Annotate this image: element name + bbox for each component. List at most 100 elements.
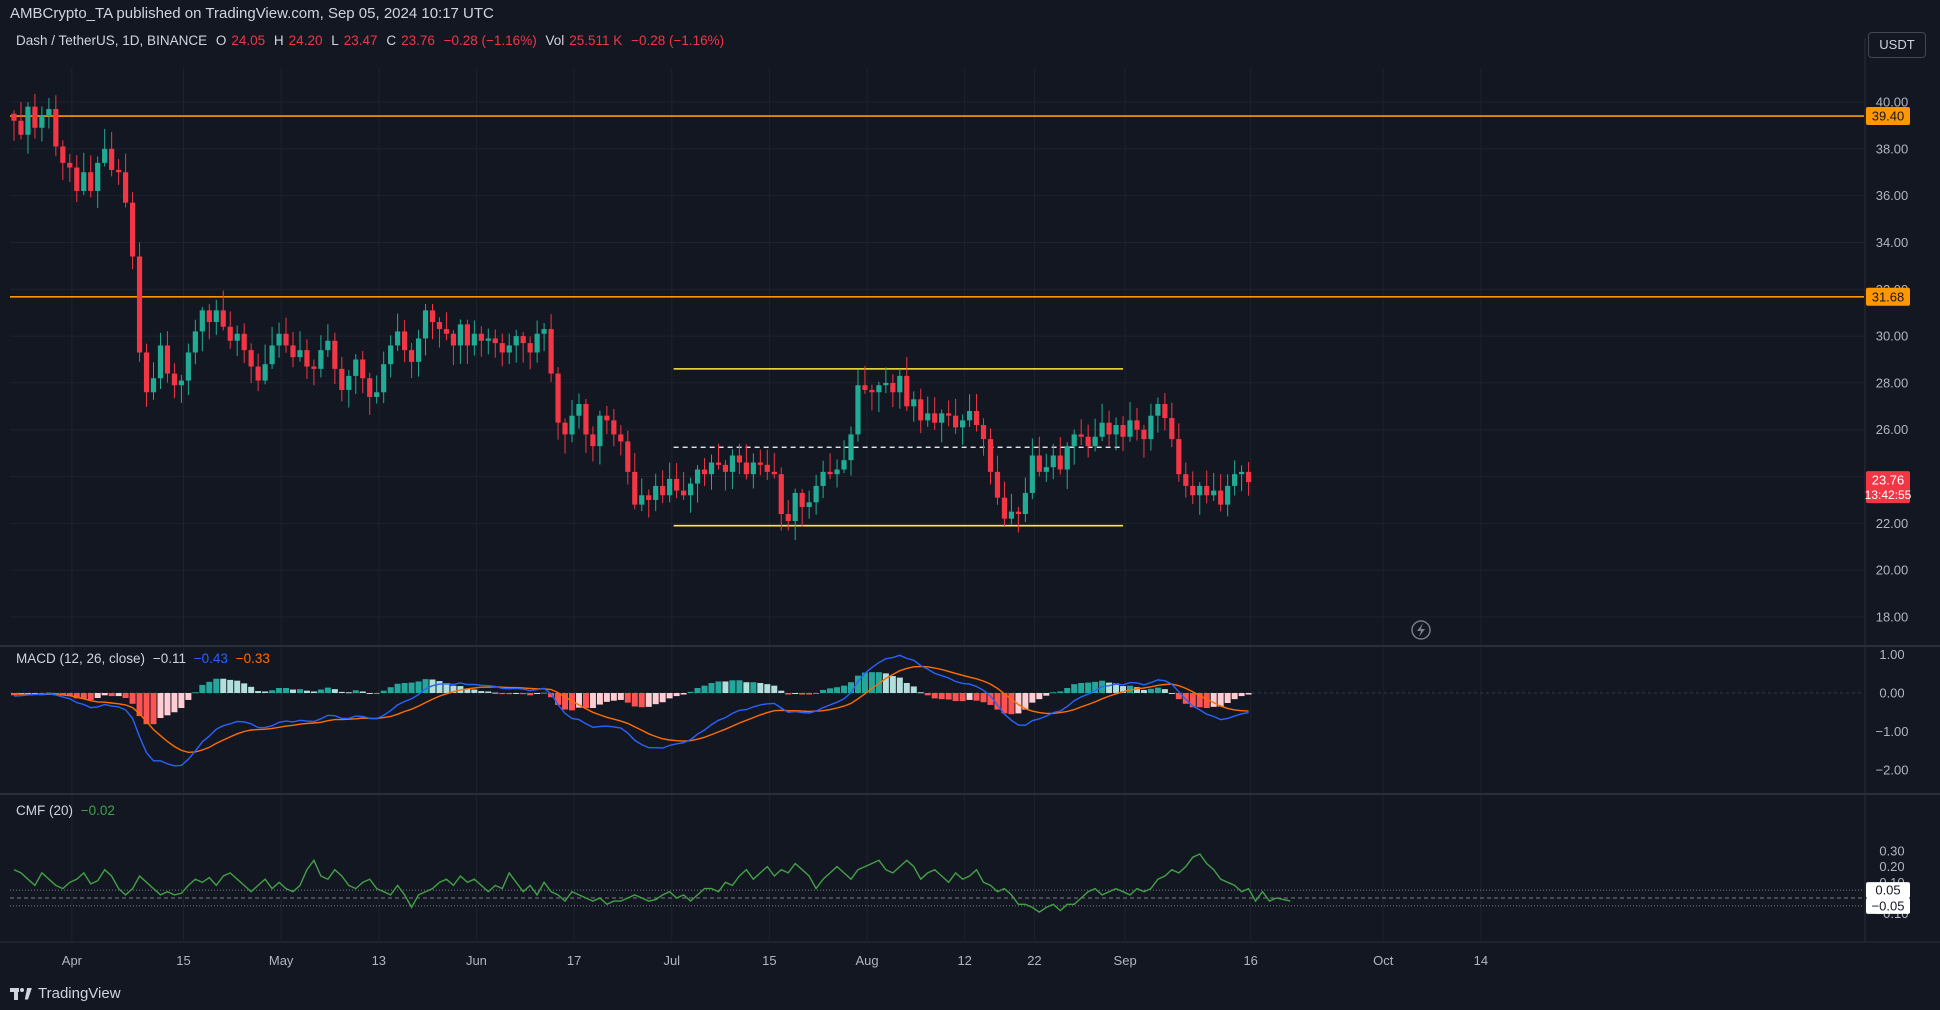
macd-histogram-bar [959,693,966,702]
macd-histogram-bar [262,691,269,693]
currency-button[interactable]: USDT [1868,32,1926,58]
candle-up [325,340,331,351]
macd-histogram-bar [485,691,492,693]
candle-up [381,364,387,393]
macd-histogram-bar [415,681,422,693]
candle-up [897,375,903,393]
candle-down [869,389,875,393]
candle-down [548,329,554,374]
time-tick-label: 15 [176,953,190,968]
open-value: 24.05 [231,33,266,48]
candle-down [736,455,742,463]
candle-up [806,502,812,507]
time-tick-label: Jul [663,953,680,968]
macd-name[interactable]: MACD (12, 26, close) [16,651,146,666]
price-badge [1866,287,1910,306]
candle-down [799,492,805,507]
macd-histogram-bar [924,693,931,696]
candle-up [925,413,931,421]
candle-down [1141,429,1147,440]
cmf-name[interactable]: CMF (20) [16,803,73,818]
macd-histogram-bar [624,693,631,703]
candle-down [227,326,233,341]
candle-up [1071,434,1077,447]
macd-histogram-bar [38,693,45,694]
high-value: 24.20 [288,33,323,48]
time-tick-label: Jun [466,953,487,968]
candle-up [653,485,659,500]
candle-down [778,474,784,514]
candle-down [953,415,959,428]
candle-up [667,478,673,496]
macd-line-value: −0.43 [193,651,228,666]
macd-histogram-bar [603,693,610,702]
macd-histogram-bar [387,687,394,693]
candle-up [1022,492,1028,514]
macd-histogram-bar [596,693,603,705]
candle-up [1232,474,1238,486]
candle-up [269,345,275,365]
candle-up [1092,436,1098,447]
candle-down [1176,439,1182,475]
candle-down [1162,403,1168,419]
macd-histogram-bar [66,693,73,697]
macd-histogram-bar [115,693,122,697]
macd-histogram-bar [680,693,687,695]
macd-histogram-bar [652,693,659,705]
macd-histogram-bar [310,691,317,693]
price-badge-label: 31.68 [1872,289,1905,304]
candle-up [1148,415,1154,440]
volume-change: −0.28 (−1.16%) [631,33,725,48]
candle-up [813,485,819,503]
candle-down [402,331,408,351]
candle-up [966,411,973,421]
candle-down [311,366,317,369]
macd-legend: MACD (12, 26, close) −0.11 −0.43 −0.33 [16,651,270,666]
candle-up [178,380,184,386]
candle-up [597,415,603,447]
time-tick-label: Apr [62,953,83,968]
candle-up [262,364,268,381]
time-tick-label: Aug [855,953,878,968]
macd-histogram-bar [290,689,296,693]
tradingview-logo[interactable]: TradingView [10,985,121,1002]
macd-histogram-bar [931,693,938,699]
macd-histogram-bar [617,693,624,700]
macd-histogram-bar [303,690,310,693]
macd-histogram-bar [108,693,115,697]
macd-histogram-bar [1217,693,1224,707]
macd-histogram-bar [750,682,757,693]
candle-up [876,385,882,393]
candle-down [339,368,345,390]
candle-up [1050,455,1056,468]
cmf-pane: 0.300.200.100.00−0.100.05−0.05 [10,843,1910,921]
macd-histogram-bar [903,682,910,693]
symbol-name[interactable]: Dash / TetherUS, 1D, BINANCE [16,33,208,48]
macd-histogram-bar [687,691,694,693]
candle-up [855,385,861,435]
candle-down [109,148,115,170]
macd-histogram-bar [450,685,457,693]
candle-up [213,310,219,323]
macd-histogram-bar [841,685,848,693]
candle-up [25,106,31,135]
macd-histogram-bar [896,677,903,693]
cmf-tick-label: 0.20 [1879,859,1904,874]
macd-histogram-bar [520,693,527,695]
cmf-level-badge [1866,897,1910,914]
candle-down [743,462,749,475]
candle-up [1064,446,1070,470]
candle-up [234,333,240,341]
candle-up [911,399,917,407]
candle-up [841,460,847,470]
price-tick-label: 22.00 [1876,516,1909,531]
macd-histogram-bar [729,680,736,693]
candle-down [74,167,80,191]
candle-down [987,439,994,472]
tradingview-mark-icon [10,987,32,1000]
candle-up [960,420,966,428]
macd-histogram-bar [631,693,638,707]
candle-down [904,375,910,407]
macd-histogram-bar [31,693,38,694]
